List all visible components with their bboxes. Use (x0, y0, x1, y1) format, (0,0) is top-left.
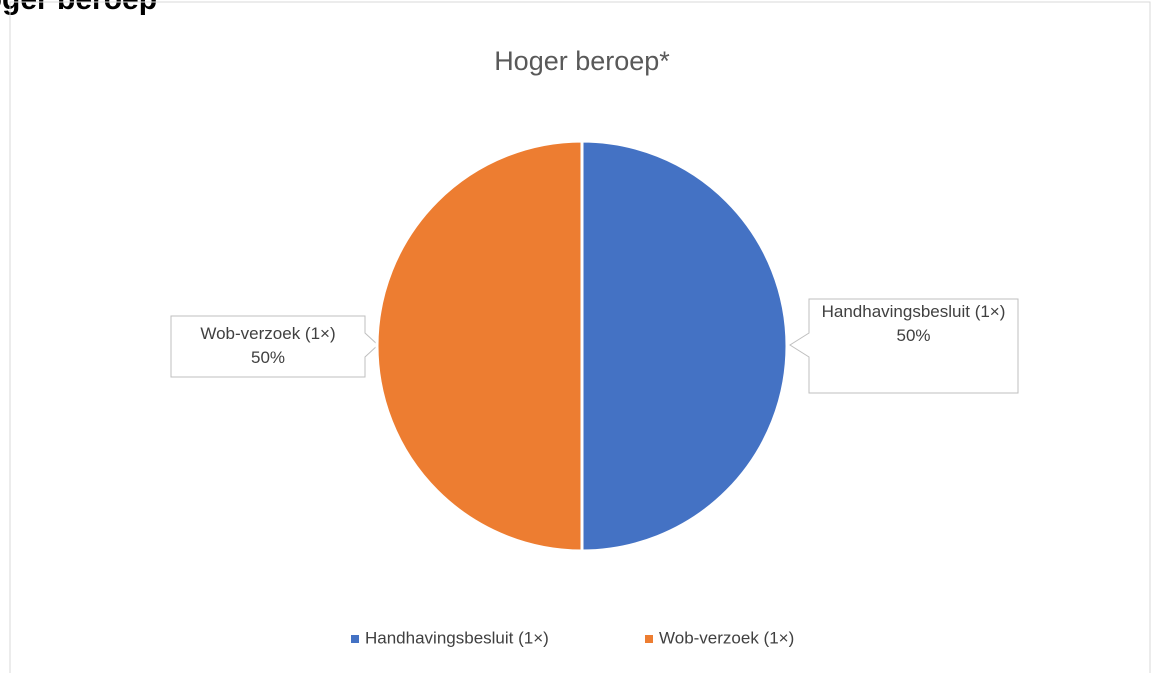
data-label-category: Wob-verzoek (1×) (200, 324, 336, 343)
legend-swatch (645, 635, 653, 643)
legend-label: Handhavingsbesluit (1×) (365, 628, 549, 647)
chart-frame (9, 1, 1151, 673)
data-label: Wob-verzoek (1×) 50% (171, 322, 365, 370)
data-label: Handhavingsbesluit (1×) 50% (809, 300, 1018, 348)
data-label-category: Handhavingsbesluit (1×) (821, 302, 1006, 321)
callout-box (170, 315, 379, 378)
data-label-value: 50% (896, 326, 931, 345)
legend-label: Wob-verzoek (1×) (659, 628, 794, 647)
data-label-value: 50% (250, 348, 286, 367)
pie-slice (580, 139, 789, 553)
legend-swatch (351, 635, 359, 643)
pie-slice (375, 139, 584, 553)
page-heading: Hoger beroep (0, 0, 157, 17)
callout-box (789, 298, 1019, 394)
chart-title: Hoger beroep* (494, 46, 670, 76)
